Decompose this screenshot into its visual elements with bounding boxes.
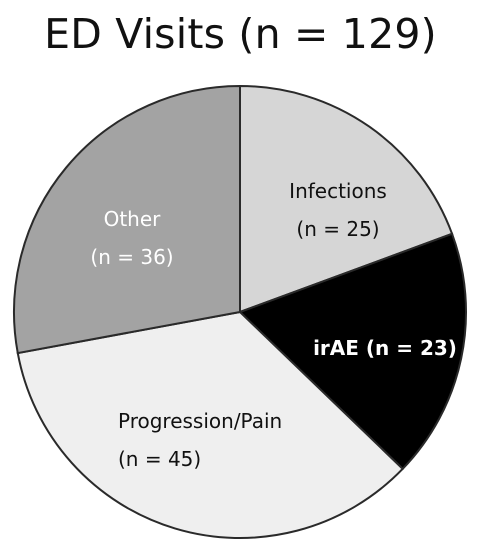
slice-count-other: (n = 36) (90, 245, 173, 269)
pie-slice-other (13, 84, 241, 355)
slice-count-infections: (n = 25) (296, 217, 379, 241)
pie-slice-infections (239, 84, 454, 314)
pie-slice-progression-pain (16, 310, 405, 539)
chart-title: ED Visits (n = 129) (44, 10, 437, 58)
slice-label-infections: Infections (289, 179, 387, 203)
slice-label-other: Other (104, 207, 162, 231)
slice-count-progression-pain: (n = 45) (118, 447, 201, 471)
pie-slice-irae-n-23 (238, 232, 467, 471)
slice-label-progression-pain: Progression/Pain (118, 409, 282, 433)
slice-label-irae-n-23: irAE (n = 23) (313, 336, 457, 360)
